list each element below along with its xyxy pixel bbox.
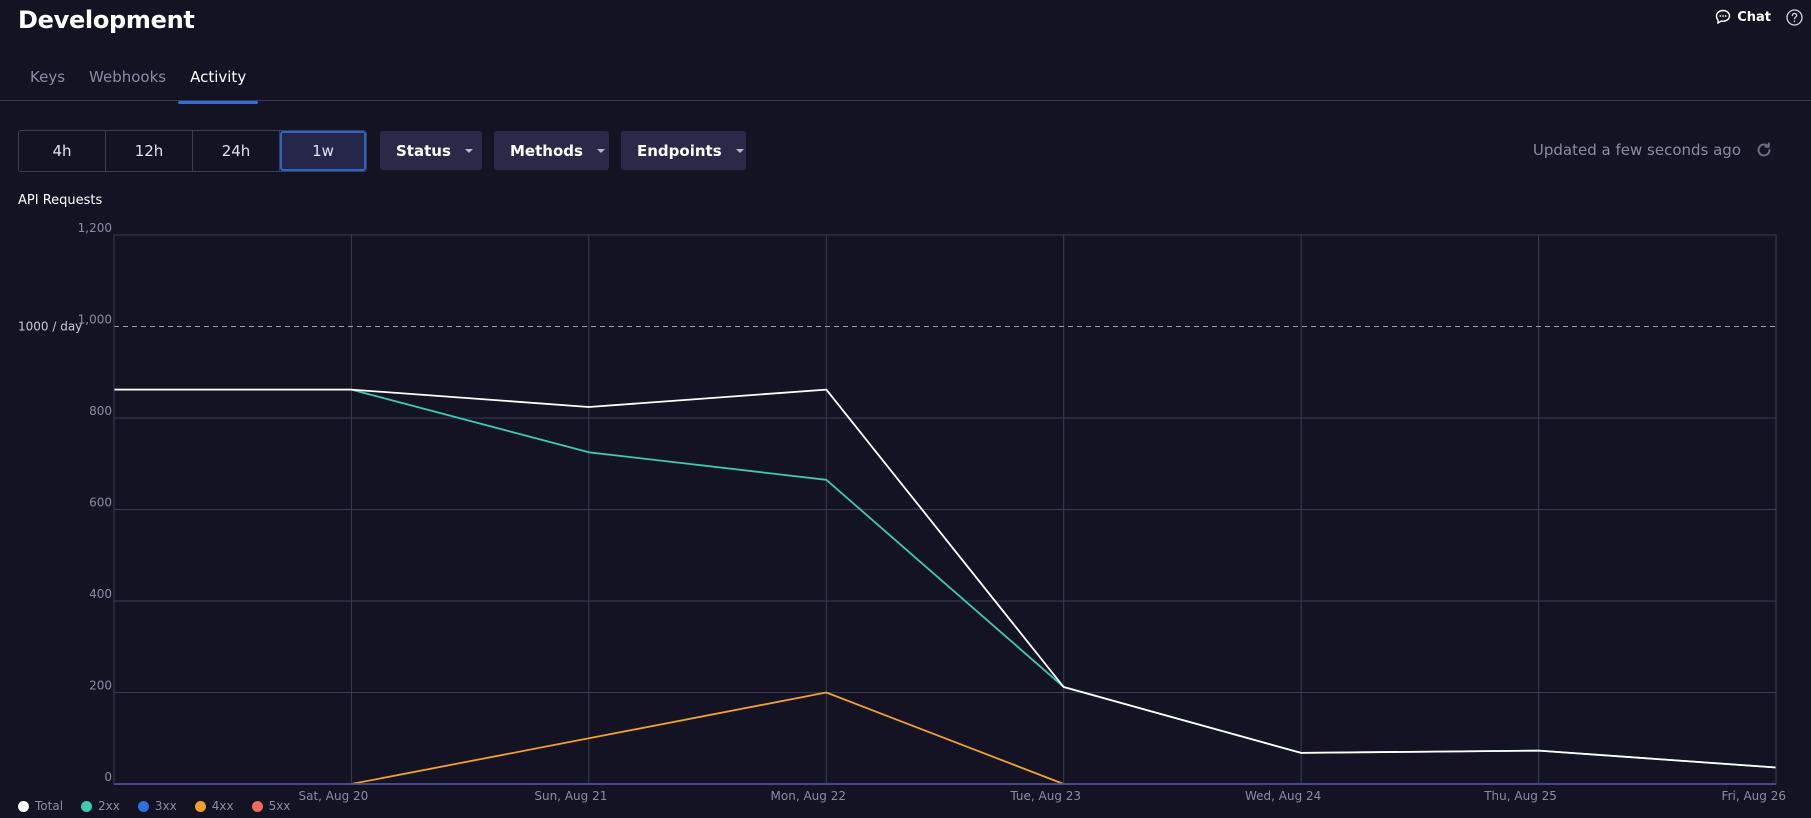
tab-activity[interactable]: Activity [178, 58, 259, 104]
status-filter-label: Status [396, 141, 451, 160]
y-tick-label: 800 [89, 404, 112, 418]
chat-button[interactable]: Chat [1715, 9, 1771, 25]
x-tick-label: Sat, Aug 20 [299, 789, 369, 803]
chat-label: Chat [1737, 9, 1771, 25]
refresh-icon[interactable] [1755, 141, 1773, 159]
y-tick-label: 1,000 [78, 313, 112, 327]
chart-title: API Requests [18, 193, 103, 208]
legend-label: 5xx [268, 799, 291, 813]
daily-limit-label: 1000 / day [18, 320, 82, 334]
chevron-down-icon [596, 148, 605, 153]
methods-filter-dropdown[interactable]: Methods [494, 131, 609, 170]
legend-item-total[interactable]: Total [18, 799, 63, 813]
x-tick-label: Mon, Aug 22 [771, 789, 846, 803]
legend-dot [81, 800, 93, 812]
endpoints-filter-label: Endpoints [637, 141, 722, 160]
y-tick-label: 0 [104, 770, 112, 784]
status-filter-dropdown[interactable]: Status [380, 131, 482, 170]
plot-border [113, 234, 1777, 785]
range-4h-button[interactable]: 4h [19, 131, 106, 171]
x-tick-label: Sun, Aug 21 [534, 789, 607, 803]
top-actions: Chat [1715, 8, 1803, 26]
chevron-down-icon [735, 148, 744, 153]
legend-dot [194, 800, 206, 812]
chevron-down-icon [464, 148, 473, 153]
x-tick-label: Fri, Aug 26 [1722, 789, 1786, 803]
series-line-4xx [351, 691, 1065, 785]
x-tick-label: Tue, Aug 23 [1009, 789, 1081, 803]
legend-item-5xx[interactable]: 5xx [251, 799, 291, 813]
methods-filter-label: Methods [510, 141, 583, 160]
x-tick-label: Wed, Aug 24 [1245, 789, 1321, 803]
legend-label: 2xx [98, 799, 120, 813]
range-24h-button[interactable]: 24h [193, 131, 280, 171]
chart-legend: Total 2xx 3xx 4xx 5xx [18, 799, 290, 813]
help-button[interactable] [1785, 8, 1803, 26]
y-tick-label: 1,200 [78, 221, 112, 235]
y-tick-label: 400 [89, 587, 112, 601]
page-title: Development [18, 6, 195, 34]
series-line-2xx [114, 388, 1777, 769]
series-line-total [114, 388, 1777, 769]
y-tick-label: 200 [89, 679, 112, 693]
last-updated-text: Updated a few seconds ago [1532, 141, 1741, 159]
y-tick-label: 600 [89, 496, 112, 510]
legend-dot [18, 800, 29, 812]
tab-bar: Keys Webhooks Activity [18, 58, 259, 104]
legend-dot [251, 800, 263, 812]
range-12h-button[interactable]: 12h [106, 131, 193, 171]
x-tick-label: Thu, Aug 25 [1483, 789, 1557, 803]
last-updated: Updated a few seconds ago [1533, 141, 1773, 159]
legend-label: 3xx [154, 799, 177, 813]
help-circle-icon [1785, 8, 1803, 26]
legend-item-4xx[interactable]: 4xx [194, 799, 234, 813]
time-range-selector: 4h 12h 24h 1w [18, 130, 367, 172]
legend-label: 4xx [211, 799, 234, 813]
chat-bubble-icon [1716, 9, 1731, 25]
tab-keys[interactable]: Keys [30, 68, 66, 86]
legend-item-3xx[interactable]: 3xx [137, 799, 177, 813]
legend-label: Total [35, 799, 64, 813]
range-1w-button[interactable]: 1w [280, 131, 366, 171]
legend-item-2xx[interactable]: 2xx [81, 799, 120, 813]
tabs-divider [0, 100, 1811, 101]
legend-dot [137, 800, 149, 812]
endpoints-filter-dropdown[interactable]: Endpoints [621, 131, 746, 170]
tab-webhooks[interactable]: Webhooks [89, 68, 167, 86]
